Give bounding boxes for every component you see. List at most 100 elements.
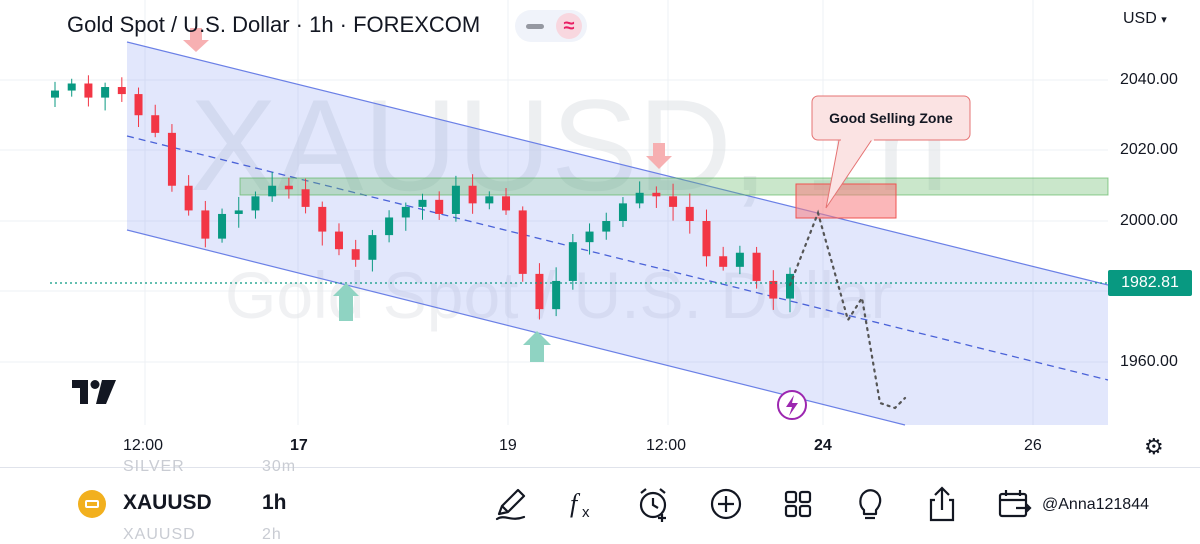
candlestick-series	[51, 75, 794, 320]
chart-mode-toggle[interactable]: ≈	[515, 10, 587, 42]
candle-body	[535, 273, 544, 310]
projected-path[interactable]	[788, 209, 907, 410]
ghost-symbol: SILVER	[123, 458, 185, 475]
channel-median-line[interactable]	[126, 135, 1109, 381]
user-watermark: @Anna121844	[1042, 496, 1149, 513]
candle-body	[451, 185, 460, 214]
gold-symbol-icon[interactable]	[78, 490, 106, 518]
ghost-timeframe: 30m	[262, 458, 297, 475]
channel-upper-line[interactable]	[126, 41, 1109, 286]
candle-body	[786, 273, 794, 299]
candle-body	[351, 249, 360, 260]
candle-body	[284, 185, 293, 190]
candle-body	[685, 206, 694, 221]
resistance-zone[interactable]	[239, 177, 1109, 196]
x-tick-label: 26	[1024, 437, 1042, 454]
callout-label: Good Selling Zone	[829, 110, 953, 126]
gear-icon[interactable]: ⚙	[1144, 434, 1164, 459]
wave-icon[interactable]: ≈	[556, 13, 582, 39]
descending-channel[interactable]	[127, 42, 1108, 425]
candle-body	[769, 280, 778, 299]
ghost-symbol: XAUUSD	[123, 526, 196, 543]
x-tick-label: 12:00	[646, 437, 687, 454]
svg-text:f: f	[570, 489, 581, 518]
chevron-down-icon: ▾	[1161, 14, 1167, 26]
candle-body	[752, 252, 761, 281]
candle-body	[385, 217, 394, 236]
candle-body	[418, 199, 427, 207]
ghost-timeframe: 2h	[262, 526, 282, 543]
callout-bubble[interactable]: Good Selling Zone	[811, 95, 971, 209]
candle-body	[151, 115, 160, 133]
candle-body	[234, 210, 243, 214]
lightning-event-icon[interactable]	[777, 390, 807, 420]
candle-body	[635, 192, 644, 204]
candle-body	[485, 196, 494, 204]
candle-body	[518, 210, 527, 274]
tradingview-logo	[72, 380, 116, 404]
candle-body	[318, 206, 327, 232]
x-tick-label: 19	[499, 437, 517, 454]
candle-body	[502, 196, 511, 211]
x-tick-label: 12:00	[123, 437, 164, 454]
divider	[0, 467, 1200, 468]
candle-body	[368, 235, 377, 260]
candle-body	[201, 210, 210, 239]
candle-body	[167, 132, 176, 186]
candle-body	[401, 206, 410, 218]
up-arrow-marker	[523, 331, 551, 362]
share-icon[interactable]	[922, 484, 962, 524]
candle-body	[719, 256, 728, 267]
chart-title[interactable]: Gold Spot / U.S. Dollar · 1h · FOREXCOM	[67, 12, 481, 37]
price-chart[interactable]: XAUUSD, 1h Gold Spot / U.S. Dollar	[0, 0, 1200, 470]
layout-icon[interactable]	[778, 484, 818, 524]
candle-body	[101, 87, 110, 98]
replay-icon[interactable]	[994, 484, 1034, 524]
down-arrow-marker	[183, 28, 209, 52]
candle-body	[618, 203, 627, 221]
up-arrow-marker	[333, 283, 359, 321]
y-tick-label: 2000.00	[1120, 212, 1178, 229]
timeframe-selector[interactable]: 1h	[262, 491, 287, 514]
candle-body	[334, 231, 343, 250]
draw-icon[interactable]	[491, 484, 531, 524]
y-tick-label: 2020.00	[1120, 141, 1178, 158]
channel-lower-line[interactable]	[126, 229, 906, 426]
ideas-icon[interactable]	[850, 484, 890, 524]
candle-body	[435, 199, 444, 214]
candle-body	[652, 192, 661, 197]
currency-label: USD	[1123, 10, 1157, 27]
candle-body	[669, 196, 678, 207]
candle-body	[735, 252, 744, 267]
sell-zone-box[interactable]	[795, 183, 897, 219]
indicators-icon[interactable]: f x	[562, 484, 602, 524]
grid	[0, 0, 1108, 425]
candle-body	[301, 189, 310, 207]
x-tick-label: 24	[814, 437, 832, 454]
candle-body	[268, 185, 277, 197]
candle-body	[585, 231, 594, 243]
symbol-selector[interactable]: XAUUSD	[123, 491, 212, 514]
alert-icon[interactable]	[634, 484, 674, 524]
candle-body	[468, 185, 477, 204]
candle-body	[218, 213, 227, 239]
svg-text:x: x	[582, 504, 590, 521]
candle-body	[184, 185, 193, 211]
currency-selector[interactable]: USD ▾	[1123, 10, 1167, 28]
candle-body	[568, 242, 577, 281]
x-tick-label: 17	[290, 437, 308, 454]
candle-body	[84, 83, 93, 98]
candle-body	[702, 221, 711, 257]
y-tick-label: 2040.00	[1120, 71, 1178, 88]
y-tick-label: 1960.00	[1120, 353, 1178, 370]
candle-body	[602, 221, 611, 232]
current-price-badge: 1982.81	[1108, 270, 1192, 296]
add-icon[interactable]	[706, 484, 746, 524]
candle-body	[552, 280, 561, 310]
down-arrow-marker	[646, 143, 672, 169]
candle-body	[67, 83, 76, 91]
collapse-icon[interactable]	[526, 24, 544, 29]
candle-body	[51, 90, 59, 98]
candle-body	[251, 196, 260, 211]
